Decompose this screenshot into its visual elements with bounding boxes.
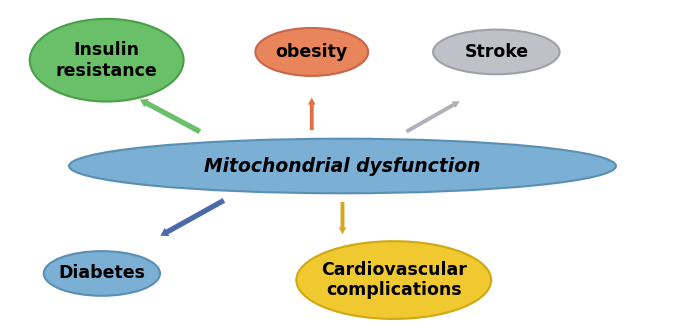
Text: Insulin
resistance: Insulin resistance bbox=[55, 41, 158, 80]
Ellipse shape bbox=[69, 139, 616, 193]
Ellipse shape bbox=[44, 251, 160, 296]
Ellipse shape bbox=[433, 30, 560, 74]
Ellipse shape bbox=[297, 241, 491, 319]
Text: Cardiovascular
complications: Cardiovascular complications bbox=[321, 261, 466, 299]
Text: Mitochondrial dysfunction: Mitochondrial dysfunction bbox=[204, 156, 481, 176]
Ellipse shape bbox=[29, 19, 184, 102]
Text: Diabetes: Diabetes bbox=[58, 265, 145, 283]
Text: obesity: obesity bbox=[275, 43, 348, 61]
Text: Stroke: Stroke bbox=[464, 43, 528, 61]
Ellipse shape bbox=[256, 28, 368, 76]
